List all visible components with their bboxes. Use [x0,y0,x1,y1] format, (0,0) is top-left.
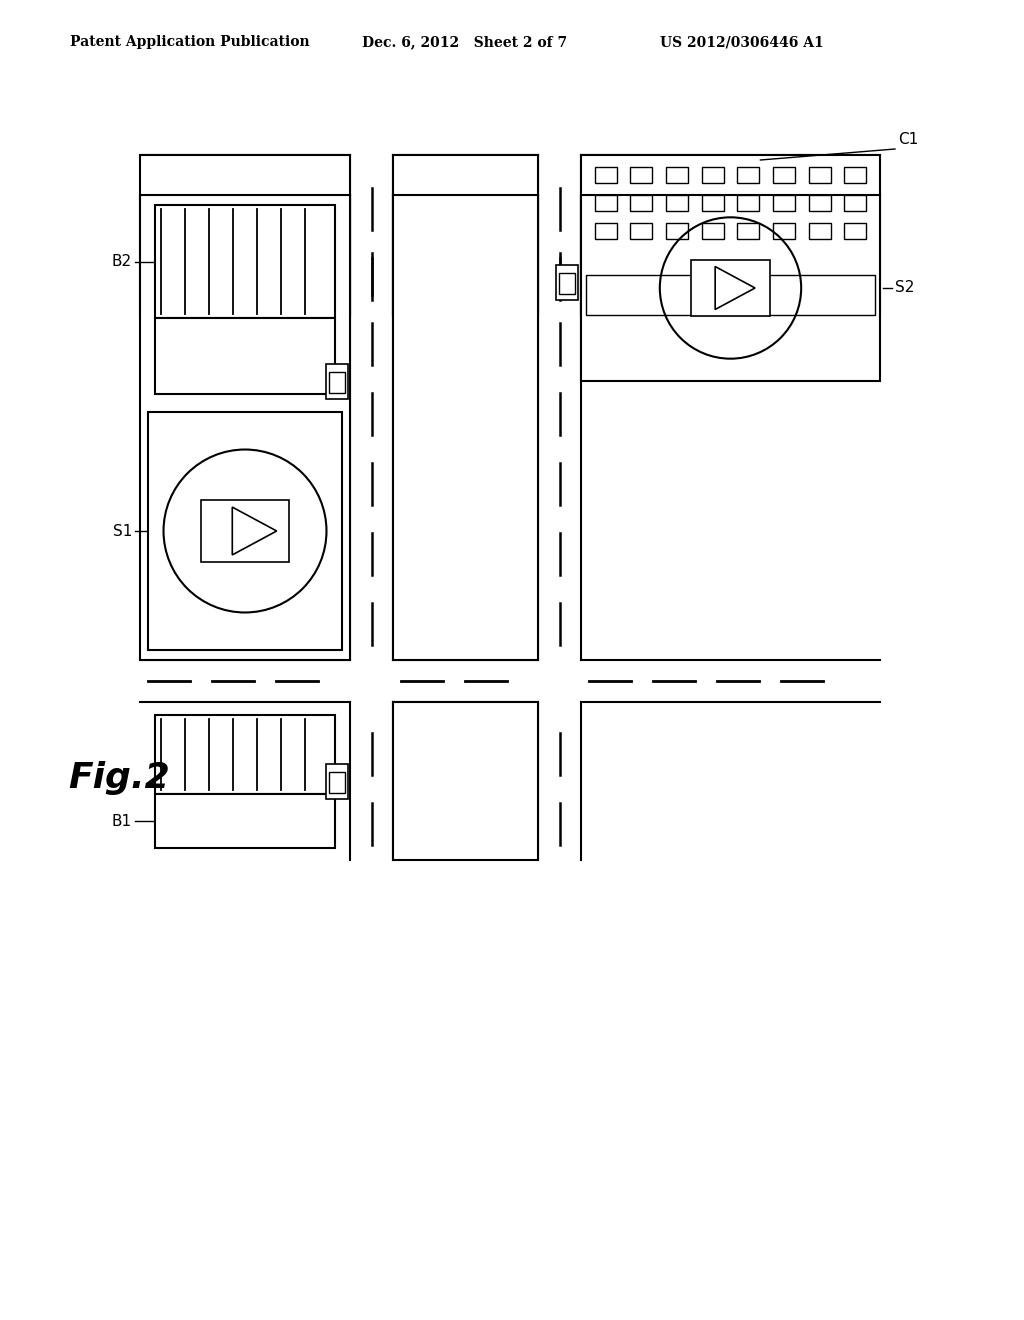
Bar [393,702,538,861]
Bar [666,195,688,211]
Bar [155,795,335,847]
Bar [773,223,795,239]
Bar [326,763,348,799]
Text: S2: S2 [895,281,914,296]
Text: Patent Application Publication: Patent Application Publication [70,36,309,49]
Bar [155,715,335,795]
Bar [559,273,575,294]
Bar [595,223,616,239]
Bar [393,195,538,660]
Bar [701,195,724,211]
Bar [809,195,830,211]
Text: C1: C1 [898,132,919,147]
Bar [809,168,830,183]
Bar [666,223,688,239]
Bar [737,168,760,183]
Bar [155,205,335,318]
Bar [140,195,350,660]
Bar [393,154,538,315]
Bar [326,364,348,399]
Bar [581,154,880,315]
Text: B2: B2 [112,253,132,269]
Text: B1: B1 [112,813,132,829]
Bar [586,275,874,315]
Bar [155,318,335,393]
Bar [556,265,578,300]
Bar [329,771,345,792]
Bar [809,223,830,239]
Bar [595,168,616,183]
Bar [329,372,345,393]
Bar [202,500,289,562]
Bar [845,168,866,183]
Bar [666,168,688,183]
Bar [737,223,760,239]
Bar [148,412,342,649]
Text: Fig.2: Fig.2 [68,760,170,795]
Bar [701,223,724,239]
Bar [595,195,616,211]
Bar [845,195,866,211]
Text: S1: S1 [113,524,132,539]
Text: US 2012/0306446 A1: US 2012/0306446 A1 [660,36,823,49]
Bar [140,154,350,315]
Text: Dec. 6, 2012   Sheet 2 of 7: Dec. 6, 2012 Sheet 2 of 7 [362,36,567,49]
Bar [845,223,866,239]
Bar [631,168,652,183]
Bar [631,195,652,211]
Bar [773,168,795,183]
Bar [737,195,760,211]
Bar [701,168,724,183]
Bar [581,195,880,381]
Bar [773,195,795,211]
Bar [691,260,770,315]
Bar [631,223,652,239]
